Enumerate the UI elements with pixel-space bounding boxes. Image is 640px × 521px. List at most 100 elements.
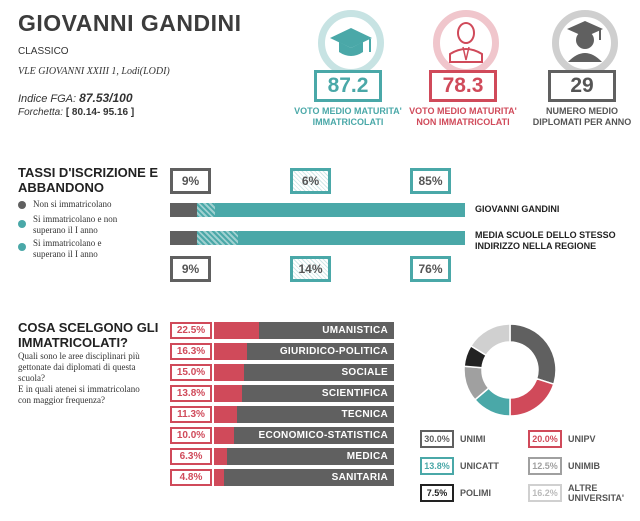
area-value-label: 10.0% bbox=[170, 427, 212, 444]
bar-segment-dropout bbox=[197, 231, 238, 245]
area-bar-value bbox=[214, 364, 244, 381]
donut-slice bbox=[509, 323, 557, 386]
legend-line1: Si immatricolano e non bbox=[33, 214, 118, 224]
university-name: ALTRE UNIVERSITA' bbox=[568, 483, 624, 503]
area-category-label: ECONOMICO-STATISTICA bbox=[234, 427, 394, 444]
stat-value: 29 bbox=[548, 70, 616, 102]
region-pct-not-enrolled: 9% bbox=[170, 256, 211, 282]
area-value-label: 13.8% bbox=[170, 385, 212, 402]
legend-item: Si immatricolano e non superano il I ann… bbox=[33, 214, 117, 236]
region-bar bbox=[170, 231, 465, 245]
university-donut-chart bbox=[463, 323, 557, 417]
area-category-label: MEDICA bbox=[227, 448, 394, 465]
area-bar-value bbox=[214, 385, 242, 402]
choices-title-line2: IMMATRICOLATI? bbox=[18, 335, 128, 350]
stat-label: NUMERO MEDIO DIPLOMATI PER ANNO bbox=[522, 106, 640, 128]
legend-item: Si immatricolano e superano il I anno bbox=[33, 238, 101, 260]
region-pct-pass: 76% bbox=[410, 256, 451, 282]
enrollment-title-line1: TASSI D'ISCRIZIONE E bbox=[18, 165, 159, 180]
fork-value: [ 80.14- 95.16 ] bbox=[65, 107, 135, 118]
university-name: UNICATT bbox=[460, 461, 499, 471]
legend-item: Non si immatricolano bbox=[33, 199, 112, 209]
area-value-label: 15.0% bbox=[170, 364, 212, 381]
stat-value: 87.2 bbox=[314, 70, 382, 102]
university-pct: 7.5% bbox=[420, 484, 454, 502]
stat-value: 78.3 bbox=[429, 70, 497, 102]
question-line: gettonate dai diplomati di questa bbox=[18, 362, 136, 372]
area-bar-value bbox=[214, 427, 234, 444]
bar-segment-not-enrolled bbox=[170, 231, 197, 245]
legend-dot bbox=[18, 220, 26, 228]
area-category-label: UMANISTICA bbox=[259, 322, 394, 339]
fga-value: 87.53/100 bbox=[79, 91, 133, 105]
area-bar-value bbox=[214, 469, 224, 486]
area-category-label: GIURIDICO-POLITICA bbox=[247, 343, 394, 360]
area-category-label: SCIENTIFICA bbox=[242, 385, 394, 402]
region-bar-label: MEDIA SCUOLE DELLO STESSO INDIRIZZO NELL… bbox=[475, 230, 616, 252]
question-line: Quali sono le aree disciplinari più bbox=[18, 351, 140, 361]
stat-label-line1: VOTO MEDIO MATURITA' bbox=[409, 106, 517, 116]
enrollment-title: TASSI D'ISCRIZIONE E ABBANDONO bbox=[18, 165, 158, 195]
area-category-label: TECNICA bbox=[237, 406, 394, 423]
area-category-label: SANITARIA bbox=[224, 469, 394, 486]
fork-range: Forchetta: [ 80.14- 95.16 ] bbox=[18, 107, 134, 118]
fga-index: Indice FGA: 87.53/100 bbox=[18, 91, 133, 105]
university-name: UNIPV bbox=[568, 434, 596, 444]
school-type: CLASSICO bbox=[18, 46, 69, 57]
area-value-label: 11.3% bbox=[170, 406, 212, 423]
area-bar-value bbox=[214, 406, 237, 423]
region-pct-dropout: 14% bbox=[290, 256, 331, 282]
university-pct: 13.8% bbox=[420, 457, 454, 475]
stat-label-line2: DIPLOMATI PER ANNO bbox=[532, 117, 632, 127]
area-value-label: 22.5% bbox=[170, 322, 212, 339]
area-bar-chart: 22.5% UMANISTICA 16.3% GIURIDICO-POLITICA 15… bbox=[170, 322, 395, 492]
university-name: UNIMI bbox=[460, 434, 486, 444]
stat-label: VOTO MEDIO MATURITA' IMMATRICOLATI bbox=[288, 106, 408, 128]
enrollment-title-line2: ABBANDONO bbox=[18, 180, 104, 195]
legend-line2: superano il I anno bbox=[33, 225, 98, 235]
question-line: E in quali atenei si immatricolano bbox=[18, 384, 140, 394]
area-value-label: 4.8% bbox=[170, 469, 212, 486]
legend-dot bbox=[18, 243, 26, 251]
bar-segment-pass bbox=[238, 231, 465, 245]
school-name: GIOVANNI GANDINI bbox=[18, 10, 242, 36]
choices-question: Quali sono le aree disciplinari più gett… bbox=[18, 351, 140, 406]
university-pct: 12.5% bbox=[528, 457, 562, 475]
university-pct: 16.2% bbox=[528, 484, 562, 502]
area-bar-value bbox=[214, 343, 247, 360]
graduation-cap-icon bbox=[330, 28, 372, 56]
region-label-line2: INDIRIZZO NELLA REGIONE bbox=[475, 241, 597, 251]
donut-slice bbox=[469, 323, 511, 357]
person-icon bbox=[449, 22, 483, 63]
choices-title-line1: COSA SCELGONO GLI bbox=[18, 320, 159, 335]
stat-label: VOTO MEDIO MATURITA' NON IMMATRICOLATI bbox=[403, 106, 523, 128]
bar-segment-pass bbox=[215, 203, 465, 217]
area-bar-value bbox=[214, 322, 259, 339]
university-legend: 30.0% UNIMI 20.0% UNIPV 13.8% UNICATT 12.5% UNI… bbox=[420, 430, 635, 510]
question-line: scuola? bbox=[18, 373, 45, 383]
university-name: UNIMIB bbox=[568, 461, 600, 471]
legend-line1: Si immatricolano e bbox=[33, 238, 102, 248]
school-pct-not-enrolled: 9% bbox=[170, 168, 211, 194]
donut-slice bbox=[509, 377, 555, 417]
region-label-line1: MEDIA SCUOLE DELLO STESSO bbox=[475, 230, 616, 240]
fga-label: Indice FGA: bbox=[18, 93, 77, 105]
choices-title: COSA SCELGONO GLI IMMATRICOLATI? bbox=[18, 320, 158, 350]
school-bar bbox=[170, 203, 465, 217]
university-pct: 30.0% bbox=[420, 430, 454, 448]
stat-label-line2: NON IMMATRICOLATI bbox=[416, 117, 510, 127]
stat-label-line1: VOTO MEDIO MATURITA' bbox=[294, 106, 402, 116]
area-bar-value bbox=[214, 448, 227, 465]
legend-dot bbox=[18, 201, 26, 209]
bar-segment-not-enrolled bbox=[170, 203, 197, 217]
question-line: con maggior frequenza? bbox=[18, 395, 105, 405]
area-category-label: SOCIALE bbox=[244, 364, 394, 381]
school-pct-pass: 85% bbox=[410, 168, 451, 194]
legend-line2: superano il I anno bbox=[33, 249, 98, 259]
area-value-label: 6.3% bbox=[170, 448, 212, 465]
school-pct-dropout: 6% bbox=[290, 168, 331, 194]
school-bar-label: GIOVANNI GANDINI bbox=[475, 204, 560, 214]
university-name: POLIMI bbox=[460, 488, 491, 498]
school-address: VLE GIOVANNI XXIII 1, Lodi(LODI) bbox=[18, 66, 170, 77]
stat-label-line2: IMMATRICOLATI bbox=[312, 117, 384, 127]
